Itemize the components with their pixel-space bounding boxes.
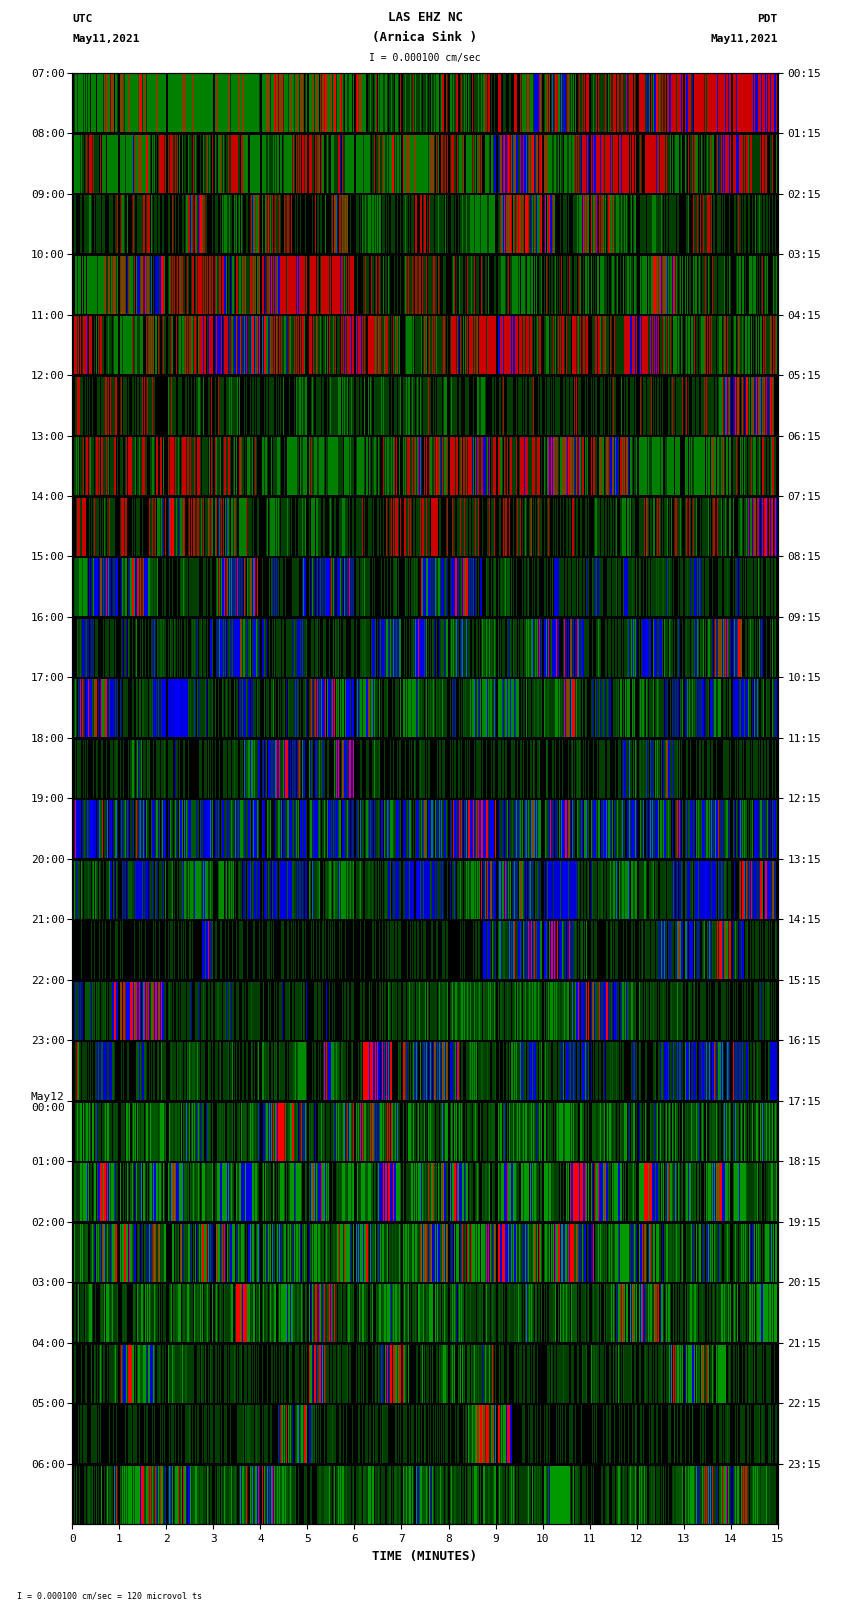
Text: May11,2021: May11,2021: [72, 34, 139, 44]
X-axis label: TIME (MINUTES): TIME (MINUTES): [372, 1550, 478, 1563]
Text: I = 0.000100 cm/sec: I = 0.000100 cm/sec: [369, 53, 481, 63]
Text: PDT: PDT: [757, 15, 778, 24]
Text: I = 0.000100 cm/sec = 120 microvol ts: I = 0.000100 cm/sec = 120 microvol ts: [17, 1590, 202, 1600]
Text: UTC: UTC: [72, 15, 93, 24]
Text: May11,2021: May11,2021: [711, 34, 778, 44]
Text: LAS EHZ NC: LAS EHZ NC: [388, 11, 462, 24]
Text: (Arnica Sink ): (Arnica Sink ): [372, 31, 478, 44]
